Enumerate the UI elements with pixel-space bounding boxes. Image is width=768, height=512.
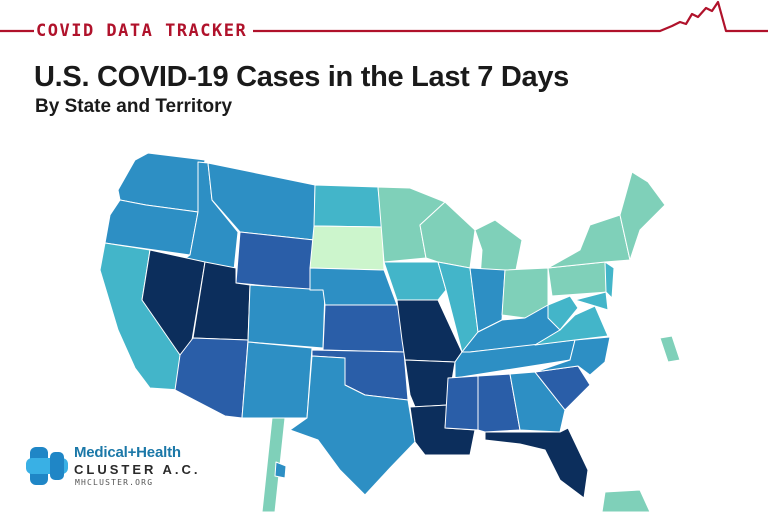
state-sd: [309, 225, 385, 271]
state-az: [174, 337, 249, 419]
state-fl: [484, 427, 589, 499]
territory-pr: [601, 489, 651, 512]
page-subtitle: By State and Territory: [35, 96, 233, 117]
state-nj: [604, 261, 615, 299]
state-co: [247, 284, 326, 349]
logo-line1: Medical+Health: [74, 444, 181, 461]
state-ga: [509, 371, 566, 433]
state-hi: [274, 461, 287, 479]
state-nd: [313, 184, 383, 228]
state-nm: [241, 341, 313, 419]
state-nc-outer: [659, 335, 681, 363]
state-ak: [261, 417, 286, 512]
state-ia: [383, 261, 447, 301]
tracker-label: COVID DATA TRACKER: [34, 21, 254, 41]
banner-rule-sparkline: [0, 0, 768, 33]
state-tx: [289, 355, 416, 496]
state-ny: [547, 214, 631, 269]
logo-line3: MHCLUSTER.ORG: [75, 478, 154, 487]
logo-line2: CLUSTER A.C.: [74, 462, 201, 477]
state-ms: [444, 375, 479, 431]
state-ks: [322, 304, 405, 353]
state-wy: [235, 231, 315, 291]
state-md: [574, 291, 609, 311]
tracker-banner: COVID DATA TRACKER: [0, 0, 768, 48]
state-al: [477, 373, 521, 433]
mhcluster-logo: Medical+Health CLUSTER A.C. MHCLUSTER.OR…: [22, 440, 222, 492]
page-title: U.S. COVID-19 Cases in the Last 7 Days: [34, 61, 569, 93]
state-me: [619, 171, 666, 261]
state-wv: [547, 295, 579, 331]
medical-cross-icon: [26, 447, 68, 485]
